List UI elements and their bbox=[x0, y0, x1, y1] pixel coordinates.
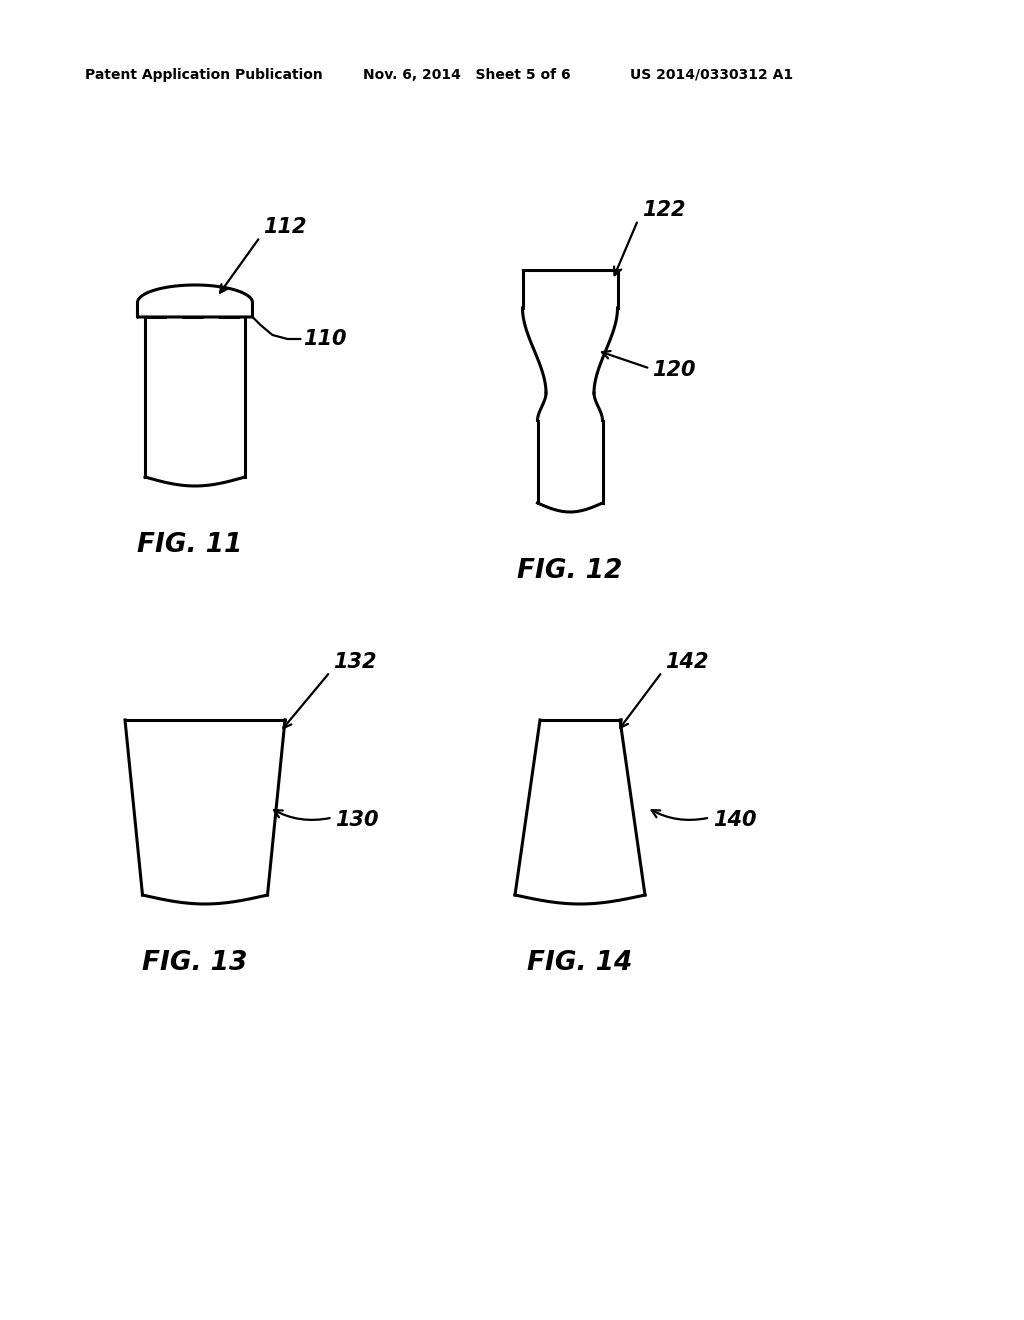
Text: 132: 132 bbox=[333, 652, 377, 672]
Text: Patent Application Publication: Patent Application Publication bbox=[85, 69, 323, 82]
Text: FIG. 13: FIG. 13 bbox=[142, 950, 248, 975]
Text: 112: 112 bbox=[263, 216, 306, 238]
Text: 122: 122 bbox=[642, 201, 685, 220]
Text: 142: 142 bbox=[665, 652, 709, 672]
Text: US 2014/0330312 A1: US 2014/0330312 A1 bbox=[630, 69, 794, 82]
Text: FIG. 14: FIG. 14 bbox=[527, 950, 633, 975]
Text: Nov. 6, 2014   Sheet 5 of 6: Nov. 6, 2014 Sheet 5 of 6 bbox=[362, 69, 570, 82]
Text: FIG. 12: FIG. 12 bbox=[517, 558, 623, 583]
Text: 130: 130 bbox=[336, 809, 379, 829]
Text: 120: 120 bbox=[652, 360, 695, 380]
Text: 140: 140 bbox=[713, 809, 757, 829]
Text: FIG. 11: FIG. 11 bbox=[137, 532, 243, 558]
Text: 110: 110 bbox=[303, 329, 347, 348]
